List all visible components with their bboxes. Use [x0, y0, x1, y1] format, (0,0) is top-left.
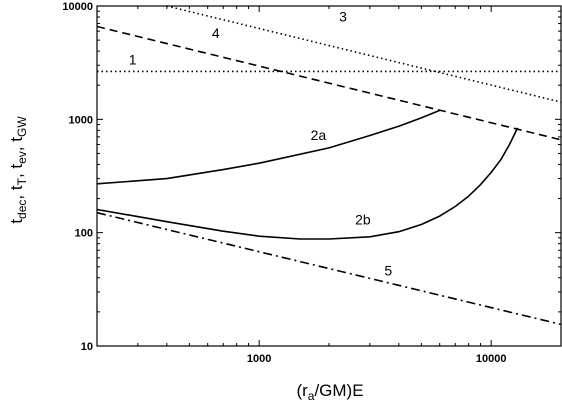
y-label-t-ev: t [7, 164, 26, 169]
y-label-sub-dec: dec [15, 200, 29, 219]
y-label-sub-GW: GW [15, 116, 29, 137]
x-axis-label-sub: a [308, 389, 315, 403]
series-2b-line [96, 127, 519, 240]
y-label-t-dec: t [7, 219, 26, 224]
y-label-sep: , [7, 142, 26, 151]
curves [96, 5, 562, 326]
series-3-line [166, 5, 562, 103]
curve-label-1: 1 [129, 51, 137, 67]
curve-labels: 1 2a 2b 3 4 5 [129, 8, 393, 278]
curve-label-4: 4 [212, 25, 220, 41]
y-tick-label: 10 [81, 341, 93, 353]
curve-label-2b: 2b [355, 212, 371, 228]
curve-label-2a: 2a [311, 127, 327, 143]
y-tick-label: 100 [75, 228, 93, 240]
y-axis-label: tdec, tT, tev, tGW [7, 116, 29, 224]
curve-label-5: 5 [384, 262, 392, 278]
x-tick-label: 1000 [247, 353, 271, 365]
series-5-line [96, 211, 562, 326]
y-tick-label: 1000 [69, 114, 93, 126]
y-label-sep: , [7, 190, 26, 199]
y-label-sub-T: T [15, 177, 29, 185]
series-4-line [96, 25, 562, 141]
y-label-sep: , [7, 169, 26, 178]
x-axis-label-pre: (r [296, 381, 308, 400]
y-label-t-T: t [7, 185, 26, 190]
y-tick-label: 10000 [62, 1, 93, 13]
x-tick-label: 10000 [476, 353, 507, 365]
x-axis-label: (ra/GM)E [296, 381, 363, 403]
y-label-t-GW: t [7, 137, 26, 142]
ticks: 1000 10000 10 100 1000 10000 [62, 1, 562, 365]
x-axis-label-post: /GM)E [314, 381, 363, 400]
plot-frame [96, 5, 562, 347]
y-label-sub-ev: ev [15, 151, 29, 164]
curve-label-3: 3 [339, 8, 347, 24]
series-2a-line [96, 109, 441, 185]
